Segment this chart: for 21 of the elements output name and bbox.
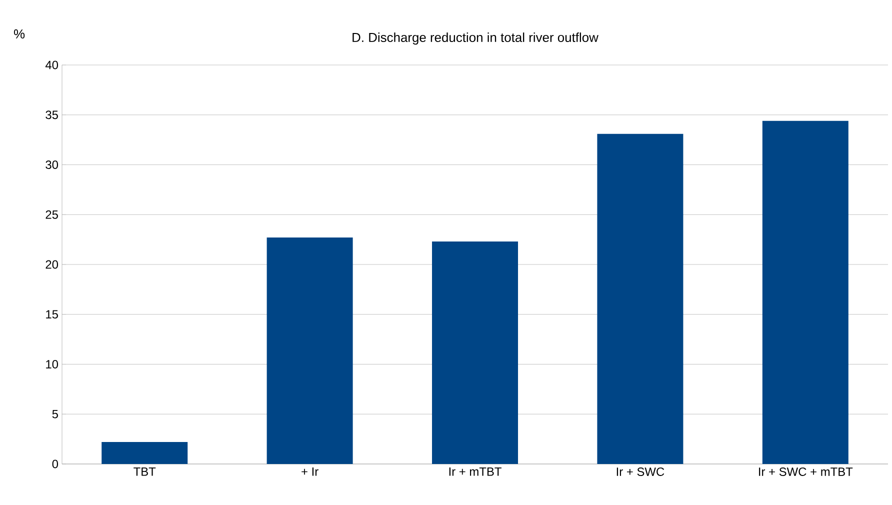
y-tick-label: 35: [46, 110, 58, 120]
bar: [762, 120, 848, 464]
y-tick-label: 10: [46, 360, 58, 368]
bar: [102, 442, 188, 464]
y-tick-label: 15: [46, 310, 58, 319]
x-tick-label: Ir + SWC + mTBT: [759, 468, 853, 476]
y-axis-title: %: [14, 29, 25, 38]
y-tick-label: 0: [52, 460, 58, 468]
y-tick-label: 25: [46, 210, 58, 219]
y-tick-label: 5: [52, 410, 58, 418]
x-tick-label: Ir + SWC: [616, 468, 664, 476]
chart-title: D. Discharge reduction in total river outflow: [352, 32, 598, 45]
bar: [266, 238, 353, 464]
bar: [432, 242, 518, 464]
y-tick-label: 30: [46, 160, 58, 169]
x-tick-label: TBT: [134, 468, 156, 476]
y-tick-label: 40: [45, 60, 58, 70]
y-tick-label: 20: [46, 260, 58, 269]
x-tick-label: Ir + mTBT: [449, 468, 502, 476]
bar: [597, 134, 684, 464]
x-tick-label: + Ir: [302, 468, 318, 476]
